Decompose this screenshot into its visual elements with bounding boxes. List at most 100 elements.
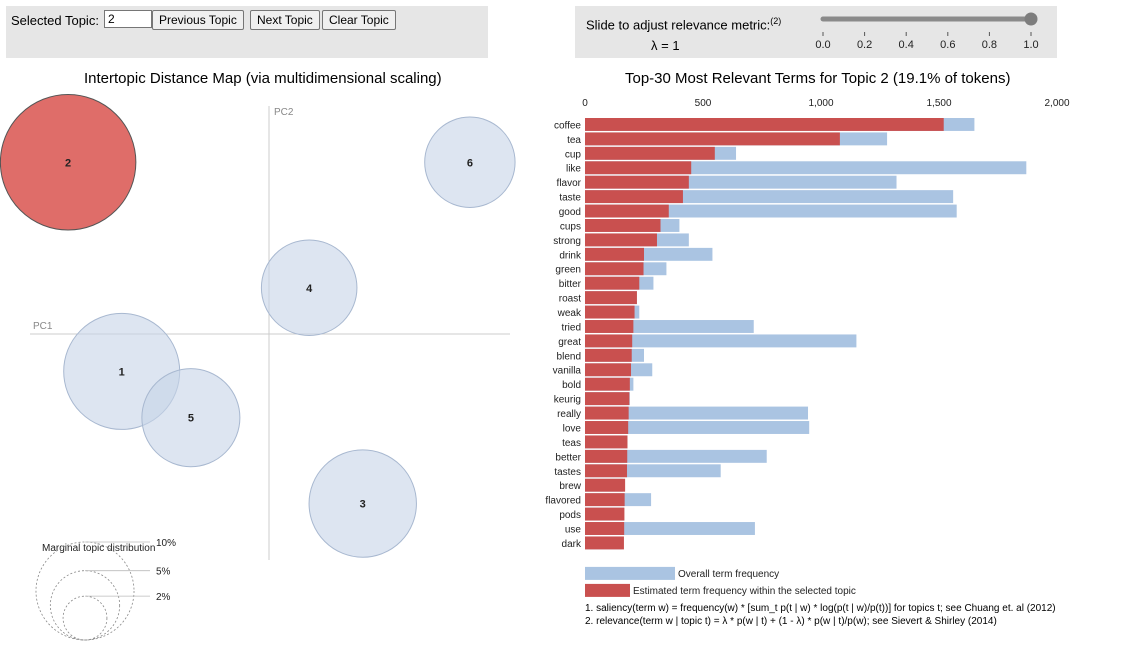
topic-circle: [260, 239, 358, 337]
topic-frequency-bar: [585, 377, 630, 391]
term-label: green: [555, 265, 581, 276]
term-label: great: [558, 337, 581, 348]
topic-frequency-bar: [585, 262, 644, 276]
overall-frequency-bar: [585, 449, 767, 463]
x-tick-label: 1,000: [808, 98, 833, 109]
slider-footnote: (2): [770, 16, 782, 26]
topic-frequency-bar: [585, 435, 628, 449]
topic-circle-label: 3: [360, 499, 366, 511]
selected-topic-label: Selected Topic:: [11, 13, 99, 28]
top-terms-title: Top-30 Most Relevant Terms for Topic 2 (…: [625, 70, 1011, 87]
overall-frequency-bar: [585, 522, 755, 535]
legend-topic-swatch: [585, 583, 630, 597]
term-label: better: [555, 452, 581, 463]
intertopic-distance-map: PC2 PC1 1 2 3 4 5 6 Marginal topic distribution 1…: [0, 94, 516, 641]
slider-tick-label: 0.0: [815, 39, 830, 51]
term-label: flavor: [557, 178, 582, 189]
term-label: roast: [559, 294, 581, 305]
term-label: teas: [562, 438, 581, 449]
topic-circle-label: 6: [467, 157, 473, 169]
term-label: weak: [557, 308, 582, 319]
topic-frequency-bar: [585, 291, 637, 305]
slider-tick-label: 0.2: [857, 39, 872, 51]
topic-frequency-bar: [585, 219, 661, 232]
footnote-saliency: 1. saliency(term w) = frequency(w) * [su…: [585, 603, 1056, 614]
term-label: use: [565, 524, 582, 535]
term-label: strong: [553, 236, 581, 247]
topic-frequency-bar: [585, 536, 624, 550]
pc1-axis-label: PC1: [33, 321, 53, 332]
x-tick-label: 2,000: [1044, 98, 1069, 109]
lambda-control-panel: Slide to adjust relevance metric:(2) λ =…: [575, 6, 1057, 58]
term-label: good: [559, 207, 581, 218]
previous-topic-button[interactable]: Previous Topic: [152, 10, 244, 30]
topic-circle-label: 4: [306, 283, 313, 295]
legend-circle-label: 2%: [156, 592, 171, 603]
topic-frequency-bar: [585, 118, 944, 131]
overall-frequency-bar: [585, 161, 1027, 175]
clear-topic-button[interactable]: Clear Topic: [322, 10, 396, 30]
term-label: flavored: [545, 496, 581, 507]
selected-topic-input[interactable]: [104, 10, 152, 28]
lambda-value: λ = 1: [651, 38, 680, 53]
legend-overall-swatch: [585, 566, 675, 580]
term-label: blend: [557, 351, 581, 362]
term-label: cup: [565, 149, 582, 160]
legend-circle-label: 10%: [156, 538, 176, 549]
topic-frequency-bar: [585, 449, 628, 463]
legend-circle: [62, 595, 108, 641]
term-label: dark: [562, 539, 582, 550]
intertopic-map-title: Intertopic Distance Map (via multidimens…: [84, 70, 442, 87]
term-label: really: [557, 409, 581, 420]
term-label: tea: [567, 135, 581, 146]
term-label: like: [566, 164, 581, 175]
next-topic-button[interactable]: Next Topic: [250, 10, 320, 30]
topic-circle: [424, 116, 516, 208]
term-label: taste: [559, 193, 581, 204]
relevance-slider[interactable]: 0.0 0.2 0.4 0.6 0.8 1.0: [805, 10, 1045, 54]
topic-frequency-bar: [585, 233, 657, 247]
slider-tick-label: 0.4: [899, 39, 914, 51]
topic-frequency-bar: [585, 334, 633, 348]
slider-tick-label: 1.0: [1023, 39, 1038, 51]
slider-thumb[interactable]: [1024, 12, 1038, 26]
term-label: cups: [560, 221, 581, 232]
topic-frequency-bar: [585, 464, 628, 478]
footnotes: 1. saliency(term w) = frequency(w) * [su…: [585, 602, 1056, 628]
topic-frequency-bar: [585, 320, 634, 333]
topic-frequency-bar: [585, 478, 626, 492]
term-label: vanilla: [553, 366, 582, 377]
footnote-relevance: 2. relevance(term w | topic t) = λ * p(w…: [585, 616, 997, 627]
overall-frequency-bar: [585, 406, 809, 420]
topic-frequency-bar: [585, 392, 630, 406]
term-label: keurig: [554, 395, 581, 406]
topic-control-panel: Selected Topic: Previous Topic Next Topi…: [6, 6, 488, 58]
term-label: drink: [559, 250, 582, 261]
topic-frequency-bar: [585, 363, 632, 377]
topic-frequency-bar: [585, 305, 635, 319]
term-label: tastes: [554, 467, 581, 478]
topic-frequency-bar: [585, 190, 683, 204]
overall-frequency-bar: [585, 204, 957, 218]
topic-frequency-bar: [585, 247, 644, 261]
x-tick-label: 0: [582, 98, 588, 109]
topic-frequency-bar: [585, 276, 640, 290]
legend-topic-label: Estimated term frequency within the sele…: [633, 586, 856, 597]
topic-frequency-bar: [585, 522, 625, 535]
slider-label-text: Slide to adjust relevance metric:: [586, 17, 771, 33]
x-tick-label: 500: [695, 98, 712, 109]
term-label: love: [563, 423, 582, 434]
topic-frequency-bar: [585, 507, 625, 521]
overall-frequency-bar: [585, 421, 810, 434]
topic-frequency-bar: [585, 493, 625, 507]
legend-circle: [35, 541, 135, 641]
topic-circle: [308, 449, 417, 558]
term-label: bitter: [559, 279, 582, 290]
term-label: coffee: [554, 120, 581, 131]
topic-circle-label: 1: [119, 366, 125, 378]
slider-tick-label: 0.6: [940, 39, 955, 51]
topic-frequency-bar: [585, 175, 689, 189]
legend-overall-label: Overall term frequency: [678, 569, 779, 580]
topic-circle-label: 2: [65, 157, 71, 169]
term-label: bold: [562, 380, 581, 391]
